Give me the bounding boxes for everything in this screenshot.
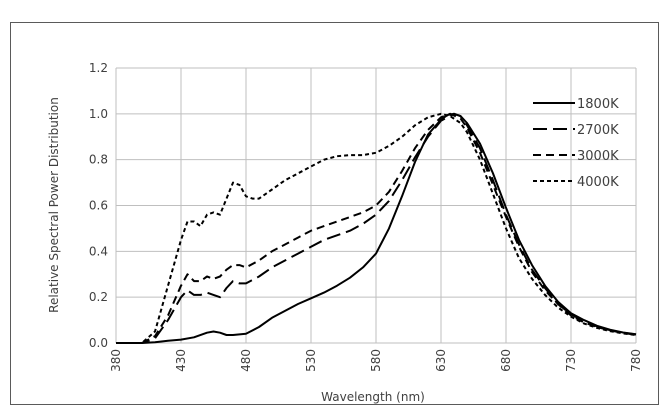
grid <box>115 67 637 344</box>
y-tick-label: 1.0 <box>89 107 108 121</box>
y-tick-label: 0.8 <box>89 153 108 167</box>
x-tick-label: 430 <box>174 349 188 372</box>
series-line-1800k <box>116 112 637 344</box>
legend-label: 1800K <box>577 97 619 112</box>
chart-frame <box>10 22 659 405</box>
x-tick-label: 780 <box>629 349 643 372</box>
series-lines <box>116 112 637 344</box>
tick-labels: 380 430 480 530 580 630 680 730 780 0.0 0.2 0.4 0.6 0… <box>89 61 643 372</box>
y-tick-label: 0.6 <box>89 199 108 213</box>
legend-label: 4000K <box>577 175 619 190</box>
x-tick-label: 730 <box>564 349 578 372</box>
legend-label: 2700K <box>577 123 619 138</box>
legend: 1800K 2700K 3000K 4000K <box>533 97 619 190</box>
x-tick-label: 630 <box>434 349 448 372</box>
x-tick-label: 580 <box>369 349 383 372</box>
x-tick-label: 680 <box>499 349 513 372</box>
series-line-3000k <box>116 112 637 344</box>
x-tick-label: 530 <box>304 349 318 372</box>
series-line-4000k <box>116 112 637 344</box>
y-tick-label: 0.0 <box>89 336 108 350</box>
y-tick-label: 0.2 <box>89 290 108 304</box>
x-axis-title: Wavelength (nm) <box>321 390 425 404</box>
x-tick-label: 380 <box>109 349 123 372</box>
y-axis-title: Relative Spectral Power Distribution <box>47 97 61 313</box>
y-tick-label: 0.4 <box>89 244 108 258</box>
x-tick-label: 480 <box>239 349 253 372</box>
series-line-2700k <box>116 112 637 344</box>
y-tick-label: 1.2 <box>89 61 108 75</box>
legend-label: 3000K <box>577 149 619 164</box>
